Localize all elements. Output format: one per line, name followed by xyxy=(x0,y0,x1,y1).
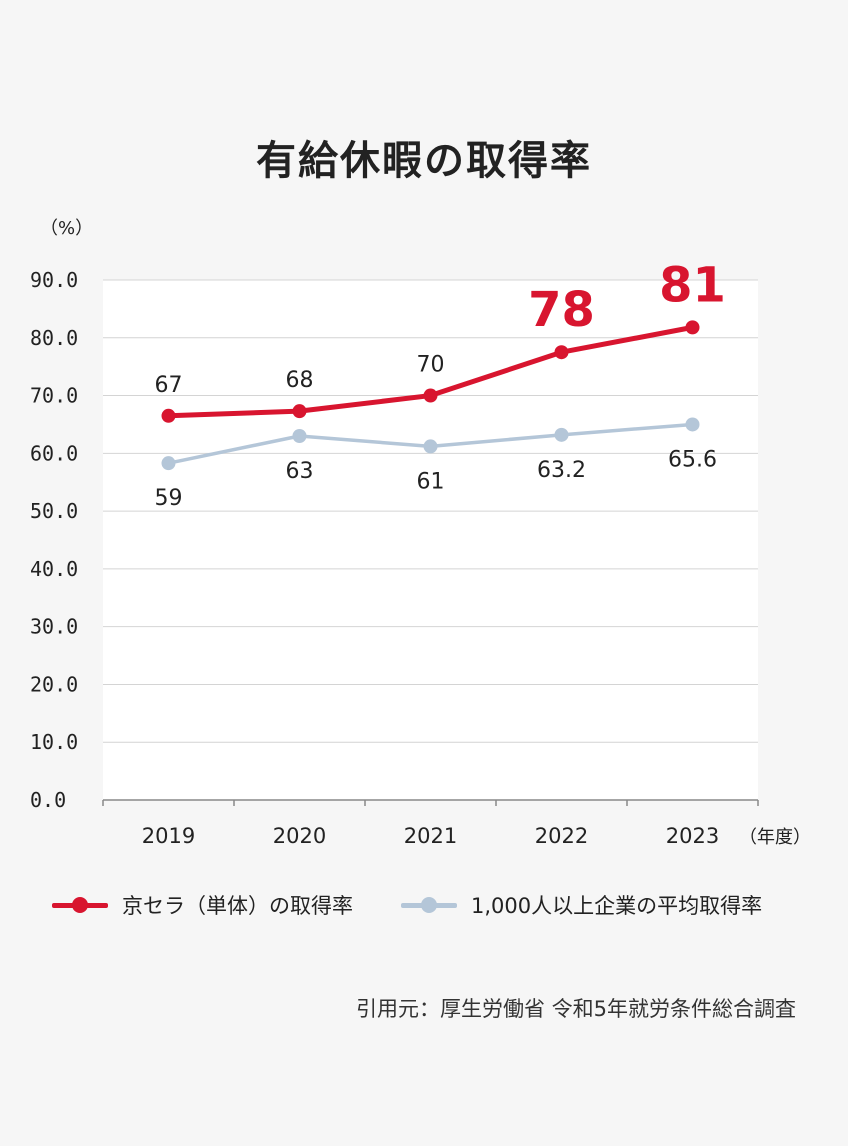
data-label-kyocera: 68 xyxy=(286,368,314,393)
legend-swatch-blue-icon xyxy=(401,897,457,913)
y-tick-label: 30.0 xyxy=(30,615,78,639)
data-label-kyocera: 70 xyxy=(417,353,445,378)
y-tick-label: 40.0 xyxy=(30,557,78,581)
chart-title: 有給休暇の取得率 xyxy=(256,138,592,184)
data-point-kyocera xyxy=(685,320,700,335)
x-tick-label: 2020 xyxy=(273,824,326,848)
y-tick-label: 60.0 xyxy=(30,441,78,465)
legend-item-average: 1,000人以上企業の平均取得率 xyxy=(401,890,762,920)
data-point-kyocera xyxy=(161,408,176,423)
legend-label-kyocera: 京セラ（単体）の取得率 xyxy=(122,894,353,918)
line-chart: 0.0 10.0 20.0 30.0 40.0 50.0 60.0 70.0 80.0 90.0 （… xyxy=(30,218,811,848)
x-tick-label: 2021 xyxy=(404,824,457,848)
data-label-average: 63.2 xyxy=(537,458,586,483)
data-point-average xyxy=(685,417,700,432)
source-note: 引用元：厚生労働省 令和5年就労条件総合調査 xyxy=(355,997,796,1021)
data-point-kyocera xyxy=(554,345,569,360)
y-tick-label: 10.0 xyxy=(30,730,78,754)
data-label-average: 61 xyxy=(417,469,445,494)
x-tick-label: 2022 xyxy=(535,824,588,848)
data-point-average xyxy=(423,439,438,454)
data-point-average xyxy=(554,427,569,442)
data-label-kyocera: 81 xyxy=(659,257,726,313)
x-axis-unit: （年度） xyxy=(739,827,811,848)
data-label-average: 65.6 xyxy=(668,447,717,472)
data-label-average: 63 xyxy=(286,459,314,484)
y-tick-label: 80.0 xyxy=(30,326,78,350)
legend-item-kyocera: 京セラ（単体）の取得率 xyxy=(52,890,353,920)
y-tick-label: 70.0 xyxy=(30,384,78,408)
data-label-kyocera: 67 xyxy=(155,373,183,398)
data-point-kyocera xyxy=(423,388,438,403)
legend: 京セラ（単体）の取得率 1,000人以上企業の平均取得率 xyxy=(52,890,808,920)
y-tick-label: 90.0 xyxy=(30,268,78,292)
x-tick-label: 2019 xyxy=(142,824,195,848)
x-tick-label: 2023 xyxy=(666,824,719,848)
data-point-average xyxy=(292,429,307,443)
data-label-kyocera: 78 xyxy=(528,282,595,338)
y-tick-label: 50.0 xyxy=(30,499,78,523)
y-tick-label: 20.0 xyxy=(30,672,78,696)
data-point-kyocera xyxy=(292,404,307,419)
legend-swatch-red-icon xyxy=(52,897,108,913)
y-axis-unit: （%） xyxy=(40,218,93,239)
data-label-average: 59 xyxy=(155,486,183,511)
y-tick-label: 0.0 xyxy=(30,788,66,812)
plot-area xyxy=(103,280,758,800)
legend-label-average: 1,000人以上企業の平均取得率 xyxy=(471,894,763,918)
data-point-average xyxy=(161,456,176,471)
